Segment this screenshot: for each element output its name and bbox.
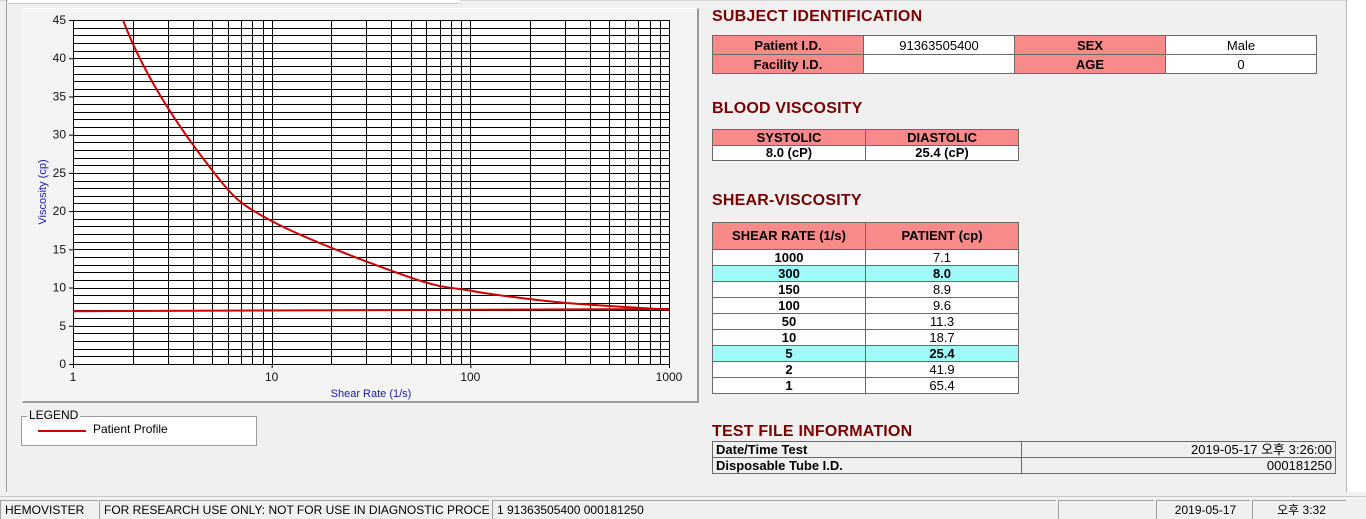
viscosity-chart: 0 5 10 15 20 25 30 35 40 45 1 10 100 1000 Shear Rate (…	[22, 8, 699, 403]
patient-column-header: PATIENT (cp)	[865, 222, 1019, 250]
series-line	[121, 20, 669, 311]
blood-viscosity-heading: BLOOD VISCOSITY	[712, 100, 863, 117]
status-notice: FOR RESEARCH USE ONLY: NOT FOR USE IN DI…	[99, 500, 489, 519]
status-app-name: HEMOVISTER	[0, 500, 98, 519]
x-tick-label: 100	[460, 370, 480, 384]
shear-table-row: 10 18.7	[712, 329, 1019, 346]
facility-id-value	[863, 54, 1015, 74]
y-tick-label: 35	[53, 89, 67, 103]
plot-area	[73, 20, 669, 364]
shear-rate-cell: 100	[712, 297, 866, 314]
shear-table-row: 100 9.6	[712, 297, 1019, 314]
legend-swatch	[38, 430, 86, 432]
y-axis-label: Viscosity (cp)	[37, 159, 49, 224]
status-bar: HEMOVISTER FOR RESEARCH USE ONLY: NOT FO…	[0, 496, 1366, 519]
patient-value-cell: 8.0	[865, 265, 1019, 282]
status-empty-pane	[1058, 500, 1154, 519]
series-line	[73, 307, 669, 313]
shear-table-row: 5 25.4	[712, 345, 1019, 362]
shear-rate-cell: 1000	[712, 249, 866, 266]
patient-value-cell: 25.4	[865, 345, 1019, 362]
y-tick-label: 0	[59, 357, 66, 371]
status-record: 1 91363505400 000181250	[492, 500, 1056, 519]
shear-table-row: 1000 7.1	[712, 249, 1019, 266]
shear-rate-cell: 2	[712, 361, 866, 378]
y-tick-label: 30	[53, 128, 67, 142]
patient-value-cell: 7.1	[865, 249, 1019, 266]
shear-rate-column-header: SHEAR RATE (1/s)	[712, 222, 866, 250]
shear-rate-cell: 1	[712, 377, 866, 394]
shear-viscosity-heading: SHEAR-VISCOSITY	[712, 192, 862, 209]
shear-rate-cell: 10	[712, 329, 866, 346]
status-date: 2019-05-17	[1156, 500, 1250, 519]
date-time-label: Date/Time Test	[712, 441, 1022, 458]
test-file-table: Date/Time Test 2019-05-17 오후 3:26:00 Dis…	[712, 441, 1336, 474]
shear-table-row: 2 41.9	[712, 361, 1019, 378]
patient-value-cell: 18.7	[865, 329, 1019, 346]
shear-rate-cell: 300	[712, 265, 866, 282]
shear-rate-cell: 150	[712, 281, 866, 298]
x-axis-label: Shear Rate (1/s)	[331, 388, 412, 400]
top-border	[0, 0, 1366, 1]
right-scroll-strip	[1346, 0, 1366, 492]
x-tick-label: 10	[265, 370, 279, 384]
tube-id-label: Disposable Tube I.D.	[712, 457, 1022, 474]
systolic-label: SYSTOLIC	[712, 129, 866, 146]
y-tick-label: 15	[53, 242, 67, 256]
shear-viscosity-table: SHEAR RATE (1/s) PATIENT (cp) 1000 7.1 300…	[712, 222, 1019, 394]
diastolic-label: DIASTOLIC	[865, 129, 1019, 146]
facility-id-label: Facility I.D.	[712, 54, 864, 74]
legend-title: LEGEND	[27, 408, 81, 422]
date-time-value: 2019-05-17 오후 3:26:00	[1021, 441, 1336, 458]
diastolic-value: 25.4 (cP)	[865, 145, 1019, 161]
patient-value-cell: 65.4	[865, 377, 1019, 394]
plot-border	[73, 20, 670, 365]
sex-value: Male	[1165, 35, 1317, 55]
top-tab-strip	[8, 0, 460, 4]
status-time: 오후 3:32	[1252, 500, 1346, 519]
patient-value-cell: 8.9	[865, 281, 1019, 298]
shear-rate-cell: 5	[712, 345, 866, 362]
patient-value-cell: 41.9	[865, 361, 1019, 378]
patient-id-value: 91363505400	[863, 35, 1015, 55]
subject-table: Patient I.D. 91363505400 SEX Male Facili…	[712, 35, 1317, 74]
patient-value-cell: 9.6	[865, 297, 1019, 314]
y-tick-label: 5	[59, 319, 66, 333]
age-label: AGE	[1014, 54, 1166, 74]
shear-table-row: 1 65.4	[712, 377, 1019, 394]
shear-table-row: 50 11.3	[712, 313, 1019, 330]
chart-svg: 0 5 10 15 20 25 30 35 40 45 1 10 100 1000 Shear Rate (…	[37, 13, 683, 400]
patient-value-cell: 11.3	[865, 313, 1019, 330]
shear-table-row: 150 8.9	[712, 281, 1019, 298]
sex-label: SEX	[1014, 35, 1166, 55]
shear-table-row: 300 8.0	[712, 265, 1019, 282]
test-file-heading: TEST FILE INFORMATION	[712, 423, 913, 440]
y-tick-label: 25	[53, 166, 67, 180]
subject-heading: SUBJECT IDENTIFICATION	[712, 8, 923, 25]
y-tick-label: 10	[53, 281, 67, 295]
y-tick-label: 40	[53, 51, 67, 65]
shear-rate-cell: 50	[712, 313, 866, 330]
age-value: 0	[1165, 54, 1317, 74]
y-tick-label: 45	[53, 13, 67, 27]
tube-id-value: 000181250	[1021, 457, 1336, 474]
blood-viscosity-table: SYSTOLIC DIASTOLIC 8.0 (cP) 25.4 (cP)	[712, 129, 1019, 161]
patient-id-label: Patient I.D.	[712, 35, 864, 55]
x-tick-label: 1	[70, 370, 77, 384]
legend-label: Patient Profile	[93, 422, 168, 436]
left-frame	[6, 0, 7, 492]
y-tick-label: 20	[53, 204, 67, 218]
x-tick-label: 1000	[656, 370, 683, 384]
systolic-value: 8.0 (cP)	[712, 145, 866, 161]
